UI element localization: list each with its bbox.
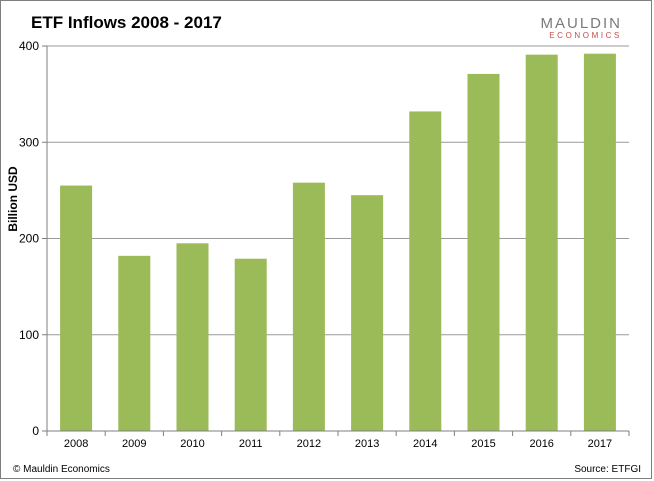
y-tick-label: 200	[19, 232, 39, 246]
logo-subtitle: ECONOMICS	[549, 31, 622, 40]
logo-wordmark: MAULDIN	[540, 15, 622, 32]
logo: MAULDIN ECONOMICS	[540, 15, 622, 40]
x-tick-label: 2014	[413, 438, 437, 450]
y-axis-ticks: 0 100 200 300 400	[19, 39, 47, 438]
bar-2008	[60, 185, 93, 431]
x-tick-label: 2009	[122, 438, 146, 450]
y-tick-label: 400	[19, 39, 39, 53]
x-tick-label: 2016	[529, 438, 553, 450]
source-text: Source: ETFGI	[574, 464, 641, 475]
x-tick-label: 2013	[355, 438, 379, 450]
x-tick-label: 2010	[180, 438, 204, 450]
y-tick-label: 0	[32, 424, 39, 438]
bar-2015	[467, 73, 500, 431]
bar-2014	[409, 111, 442, 431]
chart-title: ETF Inflows 2008 - 2017	[31, 13, 222, 32]
x-tick-label: 2012	[297, 438, 321, 450]
bars	[60, 53, 616, 431]
bar-2016	[525, 54, 558, 431]
x-tick-label: 2017	[588, 438, 612, 450]
x-axis-ticks: 2008 2009 2010 2011 2012 2013 2014 2015 2016 2017	[46, 431, 630, 450]
bar-2010	[176, 243, 209, 431]
y-axis-label: Billion USD	[6, 166, 20, 232]
y-tick-label: 300	[19, 135, 39, 149]
bar-2017	[583, 53, 616, 431]
x-tick-label: 2011	[239, 438, 263, 450]
copyright-text: © Mauldin Economics	[13, 464, 110, 475]
x-tick-label: 2008	[64, 438, 88, 450]
bar-2013	[351, 195, 384, 431]
y-tick-label: 100	[19, 328, 39, 342]
bar-2012	[292, 182, 325, 431]
bar-2011	[234, 258, 267, 431]
x-tick-label: 2015	[471, 438, 495, 450]
bar-2009	[118, 255, 151, 431]
